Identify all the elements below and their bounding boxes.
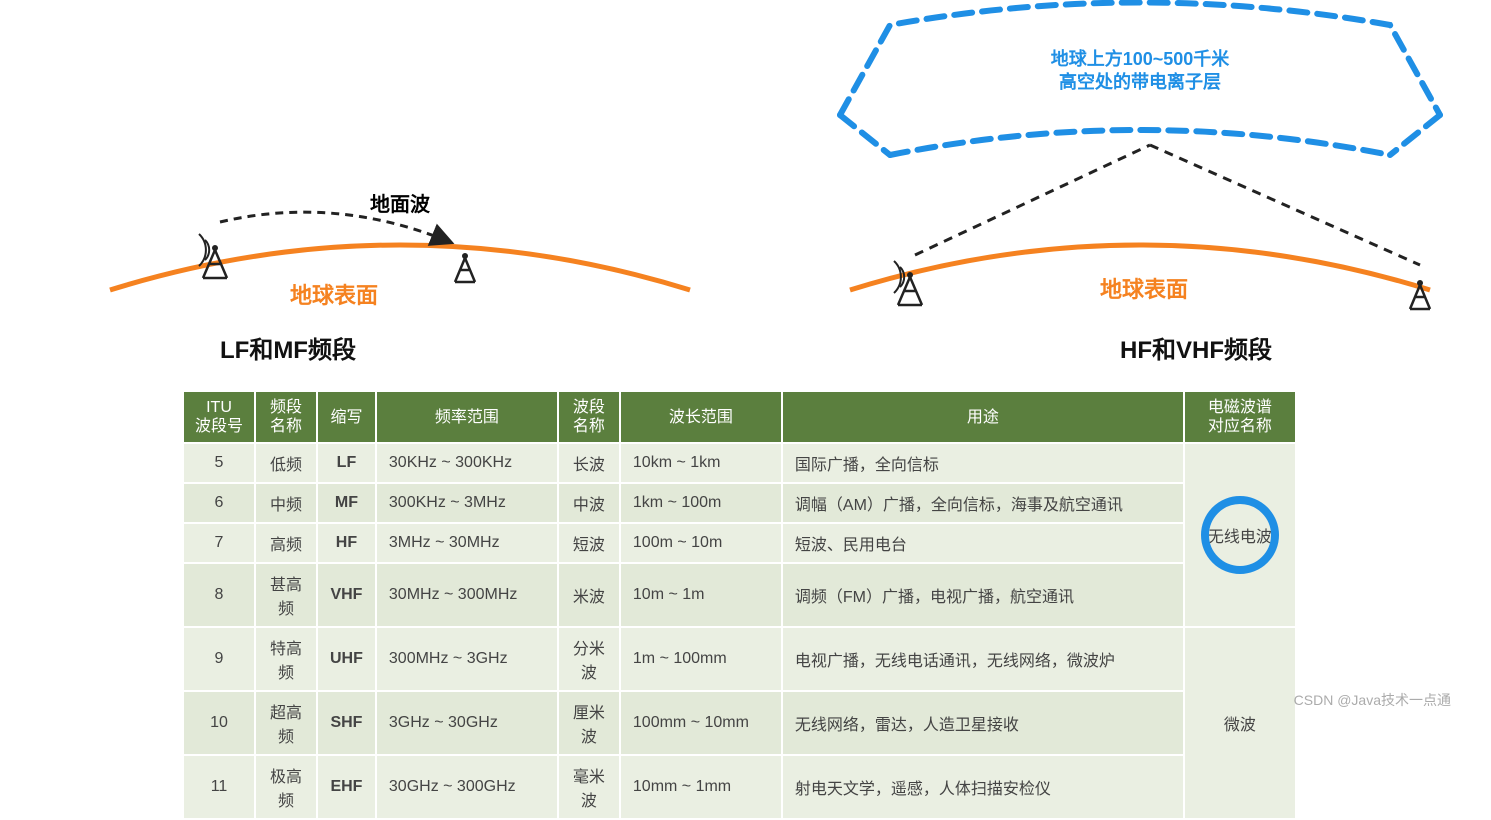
table-cell: HF [318, 524, 375, 562]
table-header-cell: 频段名称 [256, 392, 316, 442]
table-header-cell: 波长范围 [621, 392, 781, 442]
left-svg [90, 0, 710, 360]
table-header-cell: 缩写 [318, 392, 375, 442]
table-cell: 中波 [559, 484, 619, 522]
table-cell: 短波、民用电台 [783, 524, 1183, 562]
spectrum-group-label: 微波 [1224, 717, 1256, 734]
table-cell: 超高频 [256, 692, 316, 754]
table-cell: 1km ~ 100m [621, 484, 781, 522]
table-header-cell: 波段名称 [559, 392, 619, 442]
table-row: 10超高频SHF3GHz ~ 30GHz厘米波100mm ~ 10mm无线网络，… [184, 692, 1295, 754]
table-row: 11极高频EHF30GHz ~ 300GHz毫米波10mm ~ 1mm射电天文学… [184, 756, 1295, 818]
earth-arc-left [110, 245, 690, 290]
table-cell: 中频 [256, 484, 316, 522]
watermark: CSDN @Java技术一点通 [1294, 690, 1451, 710]
table-row: 6中频MF300KHz ~ 3MHz中波1km ~ 100m调幅（AM）广播，全… [184, 484, 1295, 522]
table-cell: 米波 [559, 564, 619, 626]
earth-surface-label-right: 地球表面 [1100, 272, 1188, 304]
table-cell: 30KHz ~ 300KHz [377, 444, 557, 482]
table-cell: 30MHz ~ 300MHz [377, 564, 557, 626]
table-cell: 300MHz ~ 3GHz [377, 628, 557, 690]
table-cell: 10 [184, 692, 254, 754]
table-cell: 1m ~ 100mm [621, 628, 781, 690]
table-cell: SHF [318, 692, 375, 754]
ionosphere-label: 地球上方100~500千米 高空处的带电离子层 [1020, 48, 1260, 95]
table-cell: 射电天文学，遥感，人体扫描安检仪 [783, 756, 1183, 818]
table-cell: 10mm ~ 1mm [621, 756, 781, 818]
table-cell: 无线网络，雷达，人造卫星接收 [783, 692, 1183, 754]
table-cell: 11 [184, 756, 254, 818]
table-cell: 调频（FM）广播，电视广播，航空通讯 [783, 564, 1183, 626]
table-row: 9特高频UHF300MHz ~ 3GHz分米波1m ~ 100mm电视广播，无线… [184, 628, 1295, 690]
table-row: 8甚高频VHF30MHz ~ 300MHz米波10m ~ 1m调频（FM）广播，… [184, 564, 1295, 626]
table-cell: 5 [184, 444, 254, 482]
table-header-cell: 频率范围 [377, 392, 557, 442]
table-cell: 100m ~ 10m [621, 524, 781, 562]
section-label-right: HF和VHF频段 [1120, 330, 1272, 365]
highlight-circle [1201, 496, 1279, 574]
table-cell: 厘米波 [559, 692, 619, 754]
table-cell: 3GHz ~ 30GHz [377, 692, 557, 754]
table-cell: 6 [184, 484, 254, 522]
right-panel: 地球上方100~500千米 高空处的带电离子层 地球表面 HF和VHF频段 [830, 0, 1450, 360]
diagrams-row: 地面波 地球表面 LF和MF频段 [0, 0, 1491, 380]
ray-up [915, 145, 1150, 255]
stage: 地面波 地球表面 LF和MF频段 [0, 0, 1491, 718]
table-header-cell: 用途 [783, 392, 1183, 442]
table-cell: 3MHz ~ 30MHz [377, 524, 557, 562]
table-cell: 300KHz ~ 3MHz [377, 484, 557, 522]
table-header-cell: 电磁波谱对应名称 [1185, 392, 1295, 442]
section-label-left: LF和MF频段 [220, 330, 356, 365]
ionosphere-label-line1: 地球上方100~500千米 [1051, 49, 1230, 69]
ground-wave-label: 地面波 [370, 188, 430, 217]
table-cell: 高频 [256, 524, 316, 562]
table-cell: 特高频 [256, 628, 316, 690]
table-cell: 甚高频 [256, 564, 316, 626]
table-cell: 调幅（AM）广播，全向信标，海事及航空通讯 [783, 484, 1183, 522]
table-header: ITU波段号频段名称缩写频率范围波段名称波长范围用途电磁波谱对应名称 [184, 392, 1295, 442]
table-cell: LF [318, 444, 375, 482]
table-row: 5低频LF30KHz ~ 300KHz长波10km ~ 1km国际广播，全向信标… [184, 444, 1295, 482]
antenna-left-icon [199, 234, 227, 278]
iono-side-r [1390, 115, 1440, 155]
table-cell: EHF [318, 756, 375, 818]
table-cell: 10m ~ 1m [621, 564, 781, 626]
table-cell: 短波 [559, 524, 619, 562]
table-cell: UHF [318, 628, 375, 690]
antenna-tx-icon [894, 261, 922, 305]
ionosphere-label-line2: 高空处的带电离子层 [1059, 72, 1221, 92]
left-panel: 地面波 地球表面 LF和MF频段 [90, 0, 710, 360]
table-cell: 长波 [559, 444, 619, 482]
table-cell: 9 [184, 628, 254, 690]
antenna-right-icon [455, 253, 475, 282]
table-cell: 30GHz ~ 300GHz [377, 756, 557, 818]
table-cell: 国际广播，全向信标 [783, 444, 1183, 482]
spectrum-group-cell: 无线电波 [1185, 444, 1295, 626]
table-cell: 7 [184, 524, 254, 562]
table-cell: 电视广播，无线电话通讯，无线网络，微波炉 [783, 628, 1183, 690]
spectrum-group-cell: 微波 [1185, 628, 1295, 818]
table-cell: 分米波 [559, 628, 619, 690]
table-cell: 低频 [256, 444, 316, 482]
table-cell: 100mm ~ 10mm [621, 692, 781, 754]
table-cell: 10km ~ 1km [621, 444, 781, 482]
iono-side-l [840, 115, 890, 155]
table-row: 7高频HF3MHz ~ 30MHz短波100m ~ 10m短波、民用电台 [184, 524, 1295, 562]
table-cell: 极高频 [256, 756, 316, 818]
table-cell: 8 [184, 564, 254, 626]
earth-surface-label-left: 地球表面 [290, 278, 378, 310]
table-header-cell: ITU波段号 [184, 392, 254, 442]
table-cell: 毫米波 [559, 756, 619, 818]
table-cell: MF [318, 484, 375, 522]
frequency-band-table: ITU波段号频段名称缩写频率范围波段名称波长范围用途电磁波谱对应名称 5低频LF… [182, 390, 1297, 820]
table-cell: VHF [318, 564, 375, 626]
